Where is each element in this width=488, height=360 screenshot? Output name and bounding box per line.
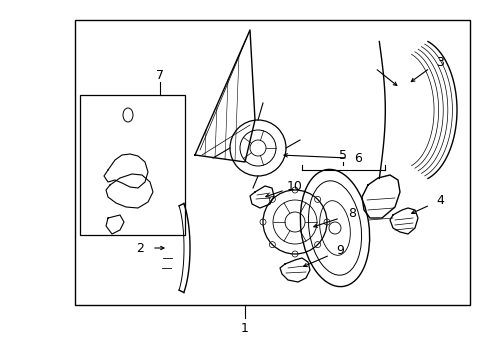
Text: 9: 9 (335, 243, 343, 257)
Bar (80, 95, 184, 235)
Text: 8: 8 (347, 207, 355, 220)
Text: 5: 5 (338, 149, 346, 162)
Text: 7: 7 (156, 68, 163, 81)
Text: 10: 10 (286, 180, 303, 193)
Text: 3: 3 (435, 55, 443, 68)
Text: 2: 2 (136, 242, 143, 255)
Text: 1: 1 (241, 321, 248, 334)
Text: 6: 6 (353, 152, 361, 165)
Bar (75, 20, 469, 305)
Text: 4: 4 (435, 194, 443, 207)
